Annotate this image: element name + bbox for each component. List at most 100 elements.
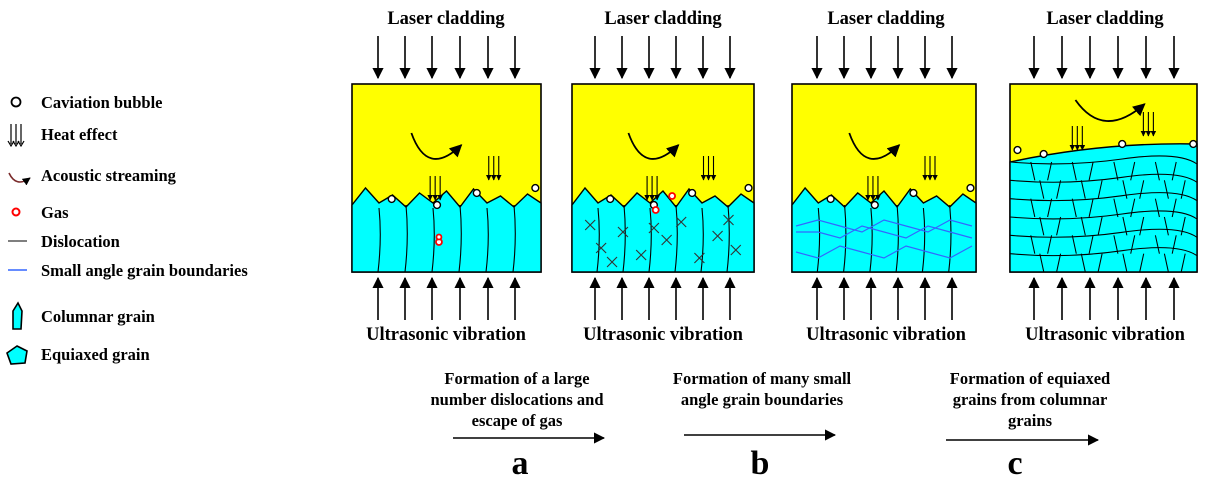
step-a-line-2: number dislocations and — [431, 390, 604, 409]
step-b-line-2: angle grain boundaries — [681, 390, 844, 409]
dislocation — [635, 249, 647, 261]
grain-boundary — [674, 204, 678, 273]
grain-boundary — [596, 207, 600, 273]
grain-boundary — [485, 207, 489, 273]
equiaxed-grain-boundary — [1080, 216, 1086, 236]
equiaxed-grain-boundary — [1071, 235, 1077, 254]
step-a: Formation of a large number dislocations… — [431, 369, 606, 479]
panel-4 — [1009, 36, 1198, 320]
step-c-letter: c — [1007, 445, 1022, 479]
legend-label-dislocation: Dislocation — [41, 232, 120, 251]
dislocation — [723, 214, 734, 226]
equiaxed-grain-boundary — [1130, 161, 1136, 181]
dislocation — [694, 252, 705, 264]
equiaxed-grain-boundary — [1180, 180, 1186, 199]
equiaxed-grain-boundary — [1113, 235, 1119, 254]
grain-boundary — [895, 204, 899, 273]
equiaxed-grain-boundary — [1030, 198, 1036, 218]
cavitation-bubble — [966, 183, 975, 193]
cavitation-bubble — [531, 183, 540, 193]
dislocation — [675, 216, 687, 228]
columnar-grain-region — [791, 186, 977, 273]
equiaxed-grain-boundary — [1080, 253, 1086, 273]
cavitation-bubble — [870, 200, 879, 210]
dislocation — [730, 244, 742, 256]
acoustic-streaming-arrow — [1074, 99, 1146, 122]
equiaxed-grain-boundary — [1130, 235, 1136, 254]
legend-label-sagb: Small angle grain boundaries — [41, 261, 248, 280]
equiaxed-grain-boundary — [1088, 198, 1094, 218]
panel-1-bottom-label: Ultrasonic vibration — [366, 325, 527, 345]
step-b-line-1: Formation of many small — [673, 369, 852, 388]
grain-boundary — [512, 204, 516, 273]
process-panels — [351, 36, 1198, 320]
cavitation-bubble — [688, 188, 697, 198]
dislocation — [648, 222, 660, 234]
equiaxed-grain-boundary — [1039, 216, 1045, 236]
equiaxed-grain-boundary — [1088, 235, 1094, 254]
dislocation — [584, 219, 596, 231]
equiaxed-grain-boundary — [1171, 161, 1177, 181]
cavitation-bubble — [472, 188, 481, 198]
equiaxed-grain-boundary — [1009, 155, 1198, 165]
legend-label-stream: Acoustic streaming — [41, 166, 177, 185]
grain-boundary — [622, 204, 626, 273]
equiaxed-grain-boundary — [1056, 180, 1062, 199]
equiaxed-grain-boundary — [1154, 235, 1160, 254]
equiaxed-grain-boundary — [1097, 216, 1103, 236]
gas-bubble — [668, 192, 676, 200]
step-c-line-3: grains — [1008, 411, 1053, 430]
grain-boundary — [431, 207, 435, 273]
equiaxed-grain-boundary — [1097, 180, 1103, 199]
legend-label-columnar: Columnar grain — [41, 307, 155, 326]
gas-bubble — [435, 233, 443, 241]
panel-4-bottom-label: Ultrasonic vibration — [1025, 325, 1186, 345]
equiaxed-grain-boundary — [1139, 180, 1145, 199]
cavitation-bubble — [606, 194, 615, 204]
cavitation-bubble — [1039, 149, 1048, 159]
small-angle-grain-boundary — [795, 219, 973, 233]
dislocation — [712, 230, 723, 242]
small-angle-grain-boundary — [795, 245, 973, 259]
equiaxed-grain-boundary — [1139, 216, 1145, 236]
equiaxed-grain-boundary — [1071, 161, 1077, 181]
step-c-line-1: Formation of equiaxed — [950, 369, 1110, 388]
equiaxed-grain-boundary — [1171, 235, 1177, 254]
dislocation — [606, 256, 618, 268]
equiaxed-grain-boundary — [1097, 253, 1103, 273]
columnar-grain-icon — [12, 301, 23, 330]
equiaxed-grain-boundary — [1154, 198, 1160, 218]
equiaxed-grain-boundary — [1180, 253, 1186, 273]
equiaxed-grain-boundary — [1088, 161, 1094, 181]
panel-3-top-label: Laser cladding — [827, 9, 945, 29]
equiaxed-grain-boundary — [1180, 216, 1186, 236]
grain-boundary — [648, 207, 652, 273]
equiaxed-grain-boundary — [1163, 253, 1169, 273]
legend-label-equiaxed: Equiaxed grain — [41, 345, 150, 364]
cavitation-bubble — [909, 188, 918, 198]
equiaxed-grain-boundary — [1039, 253, 1045, 273]
step-c-line-2: grains from columnar — [953, 390, 1108, 409]
equiaxed-grain-boundary — [1139, 253, 1145, 273]
equiaxed-grain-boundary — [1047, 235, 1053, 254]
equiaxed-grain-boundary — [1056, 253, 1062, 273]
panel-4-top-label: Laser cladding — [1046, 9, 1164, 29]
equiaxed-grain-boundary — [1080, 180, 1086, 199]
cavitation-bubble — [826, 194, 835, 204]
grain-boundary — [843, 204, 847, 273]
step-a-letter: a — [512, 445, 529, 479]
equiaxed-grain-icon — [6, 345, 28, 365]
grain-boundary — [869, 207, 873, 273]
panel-3 — [791, 36, 977, 320]
equiaxed-grain-boundary — [1039, 180, 1045, 199]
legend-label-gas: Gas — [41, 203, 69, 222]
dislocation — [595, 242, 607, 254]
step-c: Formation of equiaxed grains from column… — [946, 369, 1110, 479]
dislocation — [617, 226, 629, 238]
legend: Caviation bubble Heat effect Acoustic st… — [6, 93, 248, 365]
equiaxed-grain-boundary — [1071, 198, 1077, 218]
equiaxed-grain-boundary — [1113, 198, 1119, 218]
cavitation-bubble-icon — [10, 96, 22, 108]
grain-boundary — [377, 207, 381, 273]
